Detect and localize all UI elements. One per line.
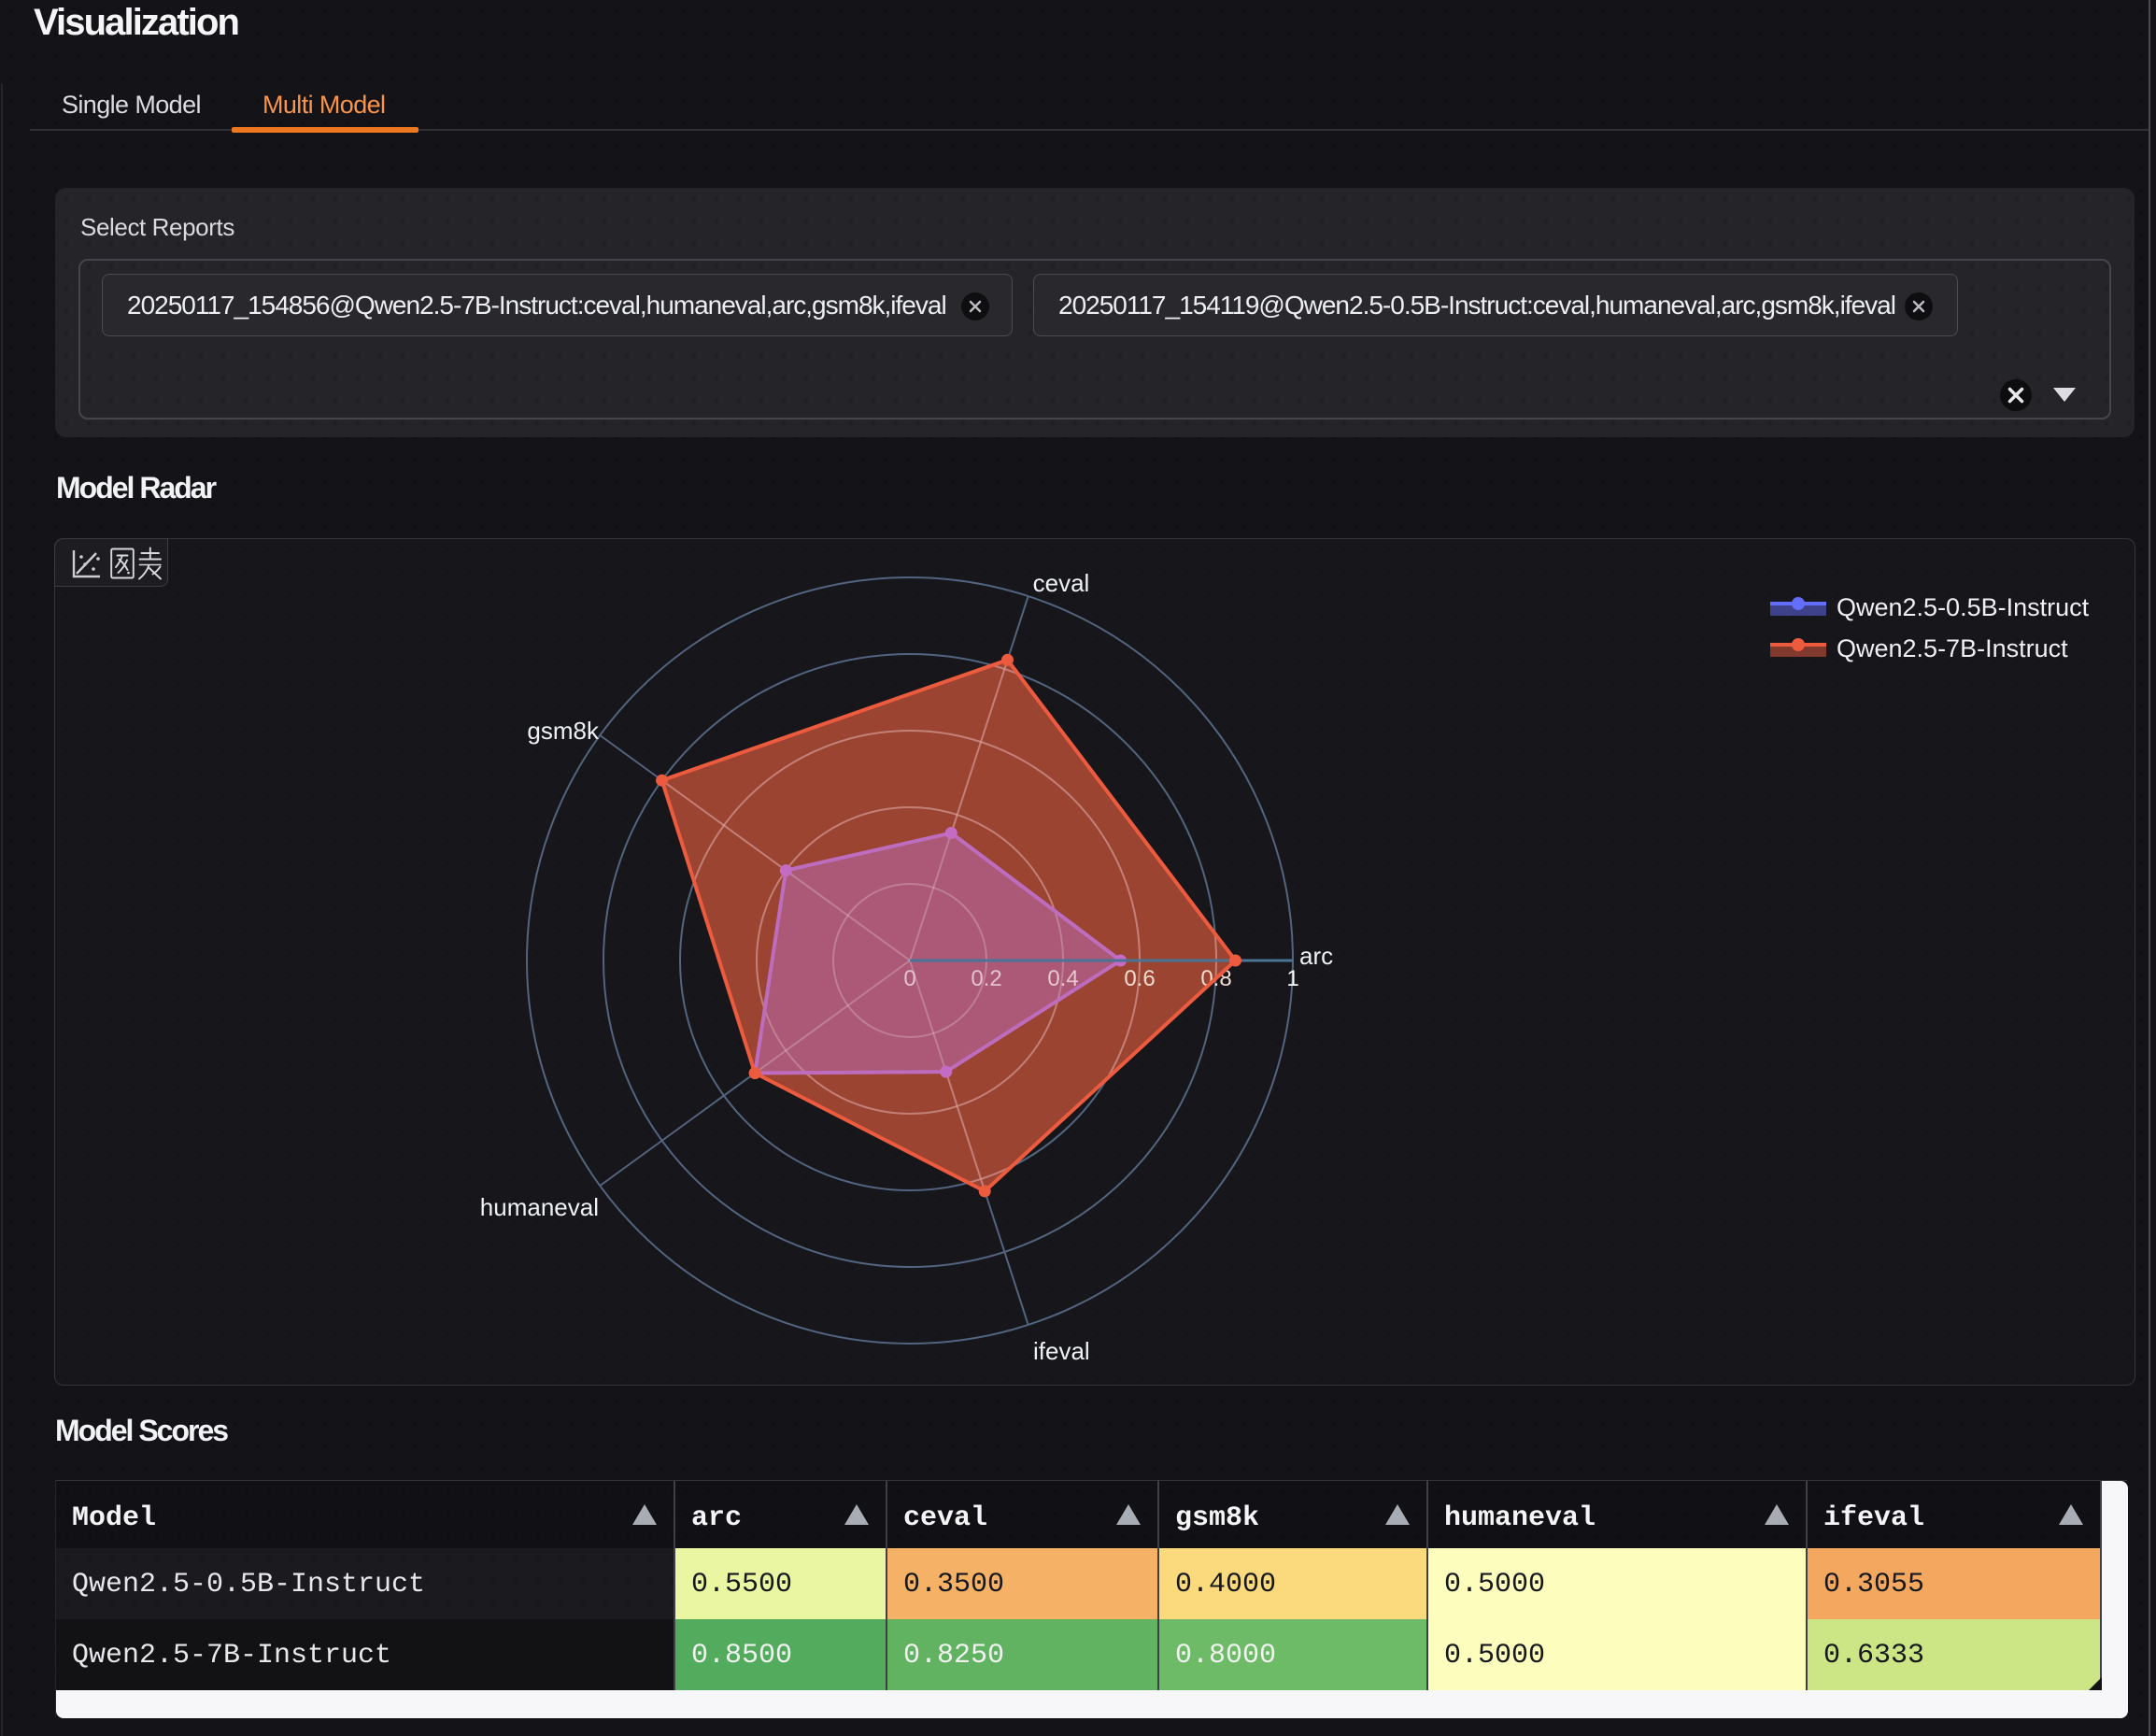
svg-text:0.4: 0.4	[1047, 966, 1078, 991]
svg-text:ifeval: ifeval	[1033, 1337, 1090, 1365]
svg-text:gsm8k: gsm8k	[527, 717, 600, 745]
svg-text:arc: arc	[1299, 942, 1333, 970]
svg-text:ceval: ceval	[1033, 569, 1090, 597]
svg-text:0.2: 0.2	[971, 966, 1001, 991]
svg-text:1: 1	[1286, 966, 1298, 991]
svg-text:Qwen2.5-7B-Instruct: Qwen2.5-7B-Instruct	[1837, 634, 2068, 662]
svg-text:0: 0	[903, 966, 915, 991]
svg-text:Qwen2.5-0.5B-Instruct: Qwen2.5-0.5B-Instruct	[1837, 593, 2090, 621]
svg-text:humaneval: humaneval	[480, 1193, 599, 1221]
svg-text:0.6: 0.6	[1124, 966, 1155, 991]
